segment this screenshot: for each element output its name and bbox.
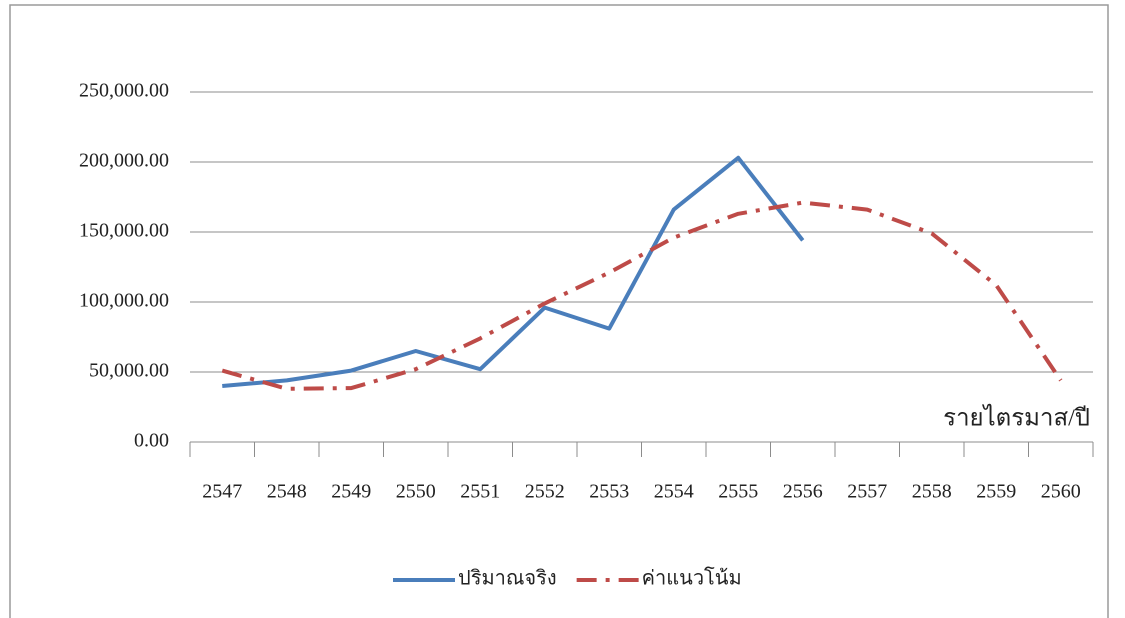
x-tick-label: 2550 (396, 481, 436, 503)
series-line (221, 200, 1063, 391)
x-tick-label: 2552 (525, 481, 565, 503)
annotation: รายไตรมาส/ปี (943, 404, 1090, 432)
x-tick-label: 2554 (654, 481, 694, 503)
y-tick-label: 200,000.00 (79, 150, 169, 172)
chart-frame (9, 4, 1109, 618)
y-tick-label: 150,000.00 (79, 220, 169, 242)
x-tick-label: 2558 (912, 481, 952, 503)
x-tick-label: 2551 (460, 481, 500, 503)
x-tick-label: 2557 (847, 481, 887, 503)
legend-label: ปริมาณจริง (458, 568, 557, 590)
y-tick-label: 50,000.00 (89, 360, 169, 382)
x-tick-label: 2560 (1041, 481, 1081, 503)
legend-label: ค่าแนวโน้ม (642, 567, 742, 590)
y-tick-label: 250,000.00 (79, 80, 169, 102)
x-tick-label: 2553 (589, 481, 629, 503)
x-tick-label: 2555 (718, 481, 758, 503)
y-tick-label: 100,000.00 (79, 290, 169, 312)
x-tick-label: 2549 (331, 481, 371, 503)
x-tick-label: 2556 (783, 481, 823, 503)
y-tick-label: 0.00 (134, 430, 169, 452)
x-tick-label: 2559 (976, 481, 1016, 503)
series-line (222, 155, 805, 388)
x-tick-label: 2548 (267, 481, 307, 503)
x-tick-label: 2547 (202, 481, 242, 503)
